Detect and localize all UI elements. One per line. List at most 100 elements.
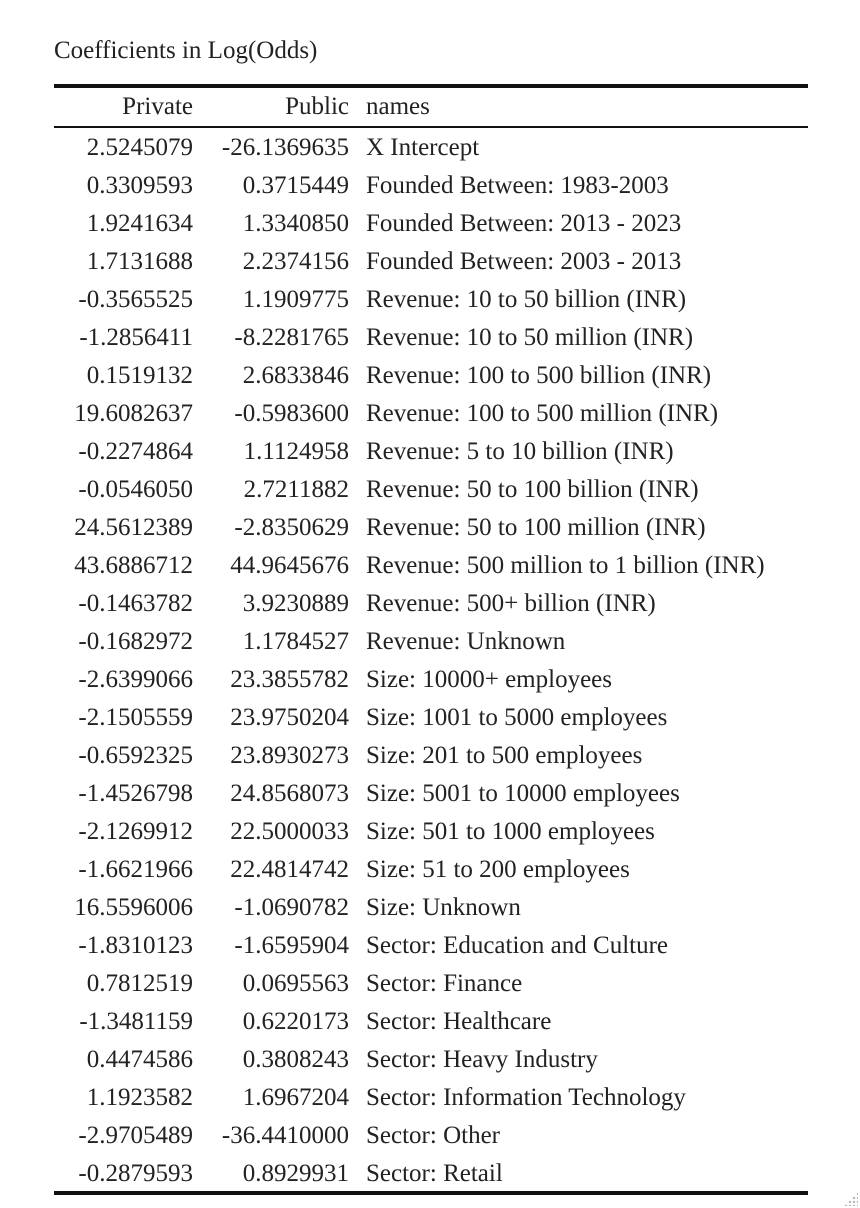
cell-private: 1.1923582 <box>86 1084 193 1111</box>
cell-public: -26.1369635 <box>221 134 349 161</box>
table-row: -1.4526798 24.8568073 Size: 5001 to 10000 … <box>0 775 860 813</box>
cell-private: 2.5245079 <box>86 134 193 161</box>
cell-name: Sector: Heavy Industry <box>366 1046 598 1073</box>
cell-private: 43.6886712 <box>74 552 193 579</box>
table-row: 1.1923582 1.6967204 Sector: Information Te… <box>0 1079 860 1117</box>
table-row: 2.5245079 -26.1369635 X Intercept <box>0 129 860 167</box>
cell-name: Revenue: 10 to 50 billion (INR) <box>366 286 687 313</box>
cell-name: Sector: Information Technology <box>366 1084 686 1111</box>
table-body: 2.5245079 -26.1369635 X Intercept 0.3309593… <box>0 129 860 1193</box>
cell-name: Founded Between: 2013 - 2023 <box>366 210 682 237</box>
cell-name: Size: 1001 to 5000 employees <box>366 704 668 731</box>
cell-public: 3.9230889 <box>242 590 349 617</box>
table-row: 19.6082637 -0.5983600 Revenue: 100 to 500 … <box>0 395 860 433</box>
cell-public: 22.4814742 <box>230 856 349 883</box>
table-row: 16.5596006 -1.0690782 Size: Unknown <box>0 889 860 927</box>
cell-public: -1.0690782 <box>234 894 349 921</box>
cell-public: 44.9645676 <box>230 552 349 579</box>
table-row: -0.0546050 2.7211882 Revenue: 50 to 100 bi… <box>0 471 860 509</box>
table-row: -0.1463782 3.9230889 Revenue: 500+ billion… <box>0 585 860 623</box>
table-bottom-rule <box>54 1191 808 1195</box>
table-row: 1.7131688 2.2374156 Founded Between: 2003 … <box>0 243 860 281</box>
cell-private: -1.3481159 <box>79 1008 193 1035</box>
cell-name: Size: Unknown <box>366 894 521 921</box>
cell-name: Revenue: 5 to 10 billion (INR) <box>366 438 674 465</box>
table-row: 0.3309593 0.3715449 Founded Between: 1983-… <box>0 167 860 205</box>
cell-public: 23.8930273 <box>230 742 349 769</box>
cell-private: -0.1463782 <box>78 590 193 617</box>
cell-name: Sector: Finance <box>366 970 523 997</box>
cell-private: 16.5596006 <box>74 894 193 921</box>
cell-public: 23.9750204 <box>230 704 349 731</box>
cell-public: 0.6220173 <box>242 1008 349 1035</box>
cell-name: Sector: Healthcare <box>366 1008 552 1035</box>
cell-public: -0.5983600 <box>234 400 349 427</box>
resize-grip-icon[interactable] <box>844 1192 858 1206</box>
cell-name: Revenue: 50 to 100 million (INR) <box>366 514 706 541</box>
table-row: -0.2879593 0.8929931 Sector: Retail <box>0 1155 860 1193</box>
table-row: -1.6621966 22.4814742 Size: 51 to 200 empl… <box>0 851 860 889</box>
cell-name: Founded Between: 2003 - 2013 <box>366 248 682 275</box>
cell-private: -0.0546050 <box>78 476 193 503</box>
table-header-row: Private Public names <box>0 88 860 126</box>
cell-name: Size: 51 to 200 employees <box>366 856 630 883</box>
table-row: -2.1269912 22.5000033 Size: 501 to 1000 em… <box>0 813 860 851</box>
cell-name: Sector: Education and Culture <box>366 932 669 959</box>
cell-private: -0.1682972 <box>78 628 193 655</box>
table-row: -0.2274864 1.1124958 Revenue: 5 to 10 bill… <box>0 433 860 471</box>
cell-name: Revenue: Unknown <box>366 628 566 655</box>
table-row: 1.9241634 1.3340850 Founded Between: 2013 … <box>0 205 860 243</box>
cell-private: -1.4526798 <box>78 780 193 807</box>
cell-public: 1.1909775 <box>242 286 349 313</box>
table-row: 24.5612389 -2.8350629 Revenue: 50 to 100 m… <box>0 509 860 547</box>
cell-private: 0.7812519 <box>86 970 193 997</box>
cell-private: -2.9705489 <box>78 1122 193 1149</box>
cell-name: Revenue: 100 to 500 billion (INR) <box>366 362 712 389</box>
cell-name: Revenue: 50 to 100 billion (INR) <box>366 476 699 503</box>
table-row: -2.9705489 -36.4410000 Sector: Other <box>0 1117 860 1155</box>
cell-private: -0.2274864 <box>78 438 193 465</box>
table-row: 0.7812519 0.0695563 Sector: Finance <box>0 965 860 1003</box>
cell-name: Size: 5001 to 10000 employees <box>366 780 680 807</box>
table-row: 43.6886712 44.9645676 Revenue: 500 million… <box>0 547 860 585</box>
cell-name: Revenue: 100 to 500 million (INR) <box>366 400 719 427</box>
cell-public: 1.1124958 <box>243 438 349 465</box>
table-row: -1.2856411 -8.2281765 Revenue: 10 to 50 mi… <box>0 319 860 357</box>
cell-name: Founded Between: 1983-2003 <box>366 172 669 199</box>
cell-public: 23.3855782 <box>230 666 349 693</box>
cell-public: 1.3340850 <box>242 210 349 237</box>
table-row: -2.6399066 23.3855782 Size: 10000+ employe… <box>0 661 860 699</box>
cell-private: 0.3309593 <box>86 172 193 199</box>
header-public: Public <box>285 93 349 120</box>
cell-public: -2.8350629 <box>234 514 349 541</box>
cell-name: Size: 501 to 1000 employees <box>366 818 655 845</box>
table-caption: Coefficients in Log(Odds) <box>54 37 318 64</box>
header-private: Private <box>122 93 193 120</box>
table-row: -0.1682972 1.1784527 Revenue: Unknown <box>0 623 860 661</box>
cell-public: 1.6967204 <box>242 1084 349 1111</box>
cell-name: Revenue: 500 million to 1 billion (INR) <box>366 552 765 579</box>
table-header-rule <box>54 126 808 128</box>
cell-public: -8.2281765 <box>234 324 349 351</box>
table-row: -0.3565525 1.1909775 Revenue: 10 to 50 bil… <box>0 281 860 319</box>
table-top-rule <box>54 84 808 88</box>
cell-name: Revenue: 10 to 50 million (INR) <box>366 324 694 351</box>
cell-public: -1.6595904 <box>234 932 349 959</box>
cell-name: X Intercept <box>366 134 480 161</box>
cell-public: 0.3715449 <box>242 172 349 199</box>
cell-private: -2.1269912 <box>78 818 193 845</box>
cell-name: Sector: Other <box>366 1122 500 1149</box>
table-row: -1.3481159 0.6220173 Sector: Healthcare <box>0 1003 860 1041</box>
cell-private: 24.5612389 <box>74 514 193 541</box>
table-row: 0.4474586 0.3808243 Sector: Heavy Industry <box>0 1041 860 1079</box>
cell-public: 22.5000033 <box>230 818 349 845</box>
cell-public: 0.3808243 <box>242 1046 349 1073</box>
cell-private: 1.9241634 <box>86 210 193 237</box>
cell-public: 2.6833846 <box>242 362 349 389</box>
header-names: names <box>366 93 430 120</box>
cell-public: 0.8929931 <box>242 1160 349 1187</box>
cell-name: Size: 201 to 500 employees <box>366 742 643 769</box>
cell-name: Revenue: 500+ billion (INR) <box>366 590 656 617</box>
cell-private: 19.6082637 <box>74 400 193 427</box>
cell-private: -0.2879593 <box>78 1160 193 1187</box>
